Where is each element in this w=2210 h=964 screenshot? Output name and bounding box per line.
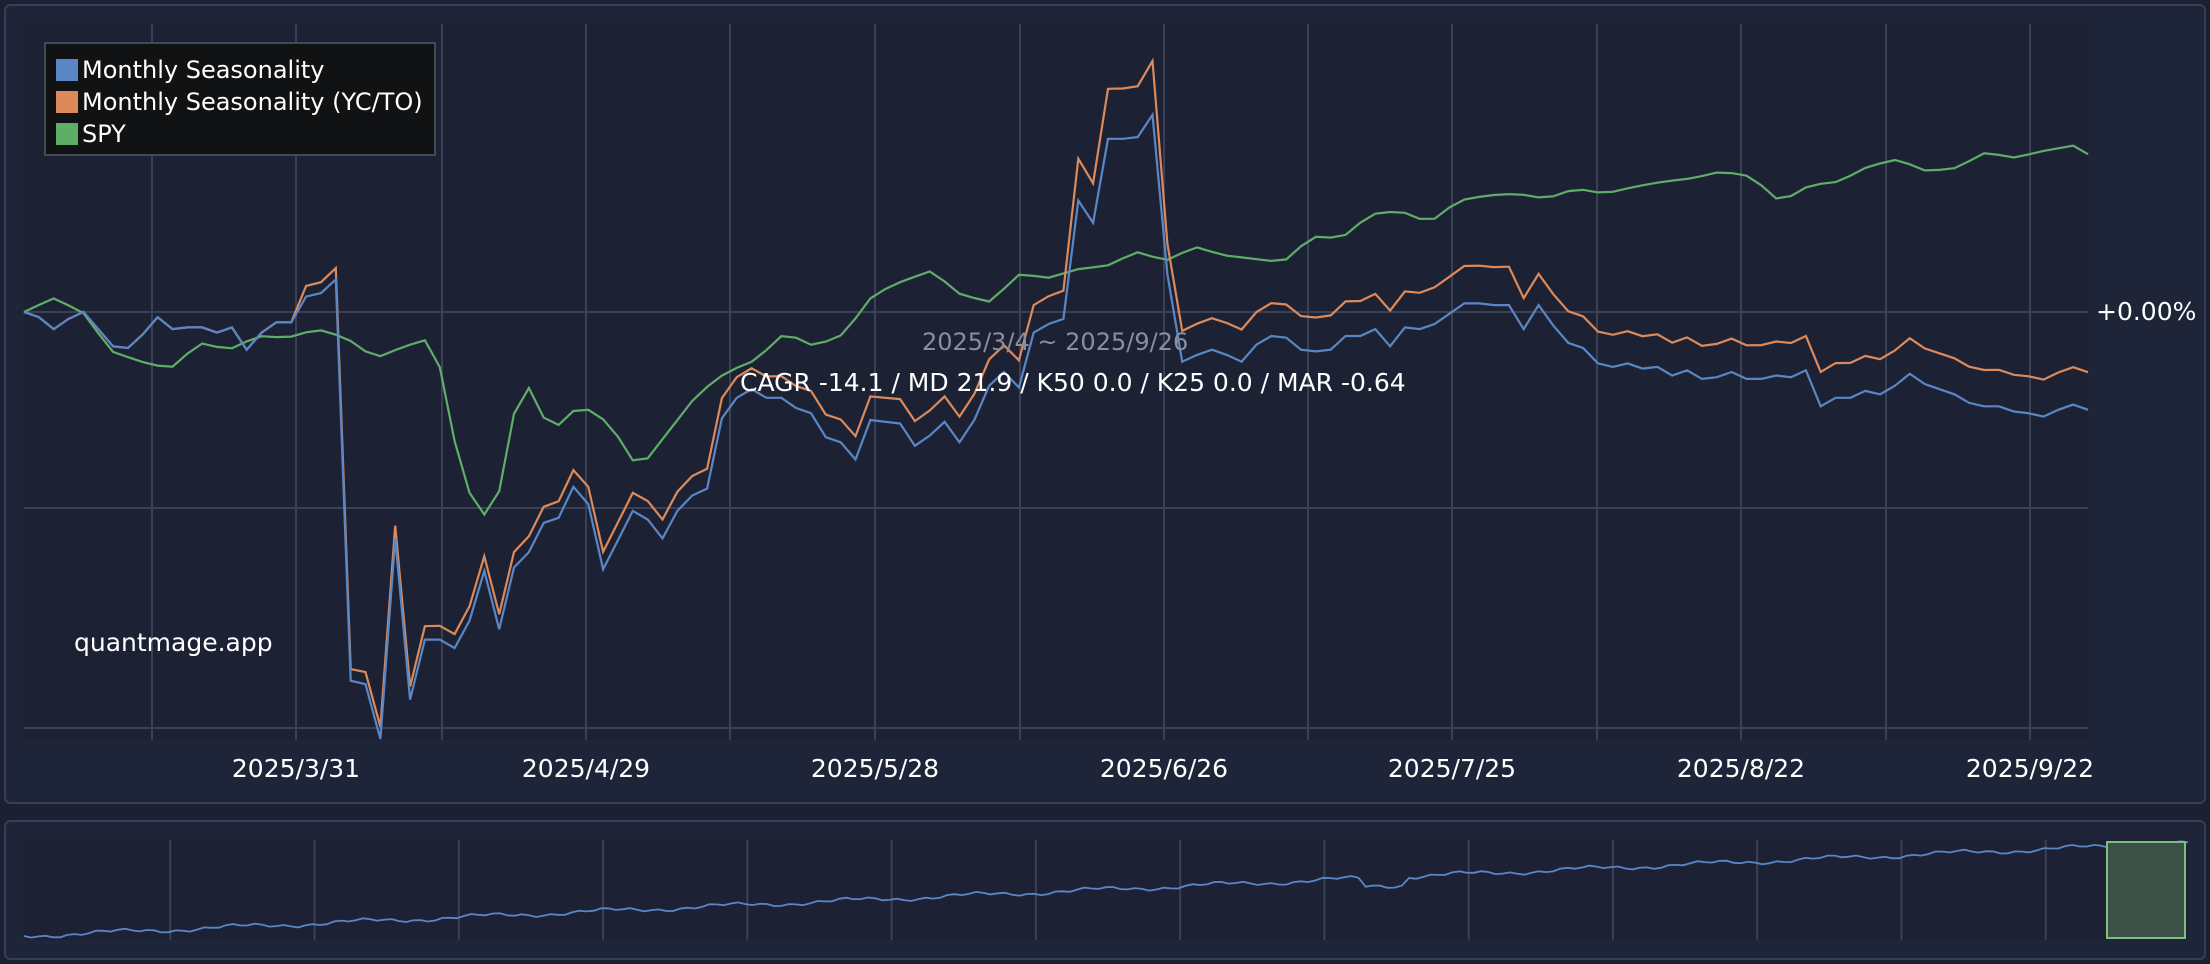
x-tick-label: 2025/3/31 bbox=[231, 754, 361, 783]
legend-swatch-icon bbox=[56, 91, 78, 113]
navigator-series-line bbox=[23, 840, 2189, 939]
legend-item-monthly-seasonality[interactable]: Monthly Seasonality bbox=[56, 54, 434, 86]
date-range-label: 2025/3/4 ~ 2025/9/26 bbox=[922, 328, 1189, 356]
chart-legend: Monthly Seasonality Monthly Seasonality … bbox=[44, 42, 436, 156]
series-line-monthly-seasonality-yc-to bbox=[23, 57, 2089, 727]
x-tick-label: 2025/4/29 bbox=[521, 754, 651, 783]
zero-axis-label: +0.00% bbox=[2096, 297, 2197, 326]
legend-item-spy[interactable]: SPY bbox=[56, 118, 434, 150]
legend-swatch-icon bbox=[56, 123, 78, 145]
legend-label: Monthly Seasonality bbox=[82, 56, 325, 84]
x-tick-label: 2025/6/26 bbox=[1099, 754, 1229, 783]
x-tick-label: 2025/9/22 bbox=[1965, 754, 2095, 783]
x-tick-label: 2025/8/22 bbox=[1676, 754, 1806, 783]
navigator-brush-handle[interactable] bbox=[2106, 841, 2186, 939]
watermark: quantmage.app bbox=[74, 628, 273, 657]
legend-label: SPY bbox=[82, 120, 126, 148]
legend-label: Monthly Seasonality (YC/TO) bbox=[82, 88, 423, 116]
legend-item-monthly-seasonality-yc-to[interactable]: Monthly Seasonality (YC/TO) bbox=[56, 86, 434, 118]
stats-label: CAGR -14.1 / MD 21.9 / K50 0.0 / K25 0.0… bbox=[740, 368, 1406, 397]
navigator-plot-area bbox=[24, 840, 2188, 940]
x-tick-label: 2025/5/28 bbox=[810, 754, 940, 783]
x-tick-label: 2025/7/25 bbox=[1387, 754, 1517, 783]
series-line-spy bbox=[23, 144, 2089, 517]
series-line-monthly-seasonality bbox=[23, 111, 2089, 740]
legend-swatch-icon bbox=[56, 59, 78, 81]
